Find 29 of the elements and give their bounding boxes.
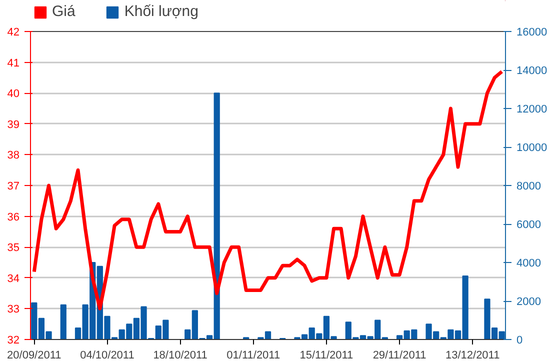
y2-tick-label: 16000 <box>516 26 548 38</box>
x-tick-label: 29/11/2011 <box>372 350 426 362</box>
y2-tick-label: 2000 <box>516 296 541 308</box>
y-tick-label: 36 <box>7 211 20 224</box>
y-tick-label: 40 <box>7 88 20 100</box>
y-tick-label: 33 <box>7 304 20 316</box>
y2-tick-label: 8000 <box>516 180 541 192</box>
y2-tick-label: 6000 <box>516 219 541 231</box>
x-tick-label: 15/11/2011 <box>300 350 354 362</box>
y-tick-label: 32 <box>7 334 20 346</box>
y-tick-label: 37 <box>7 180 20 192</box>
x-tick-label: 13/12/2011 <box>445 350 500 362</box>
y2-tick-label: 0 <box>516 334 523 346</box>
legend-label: Khối lượng <box>124 3 198 20</box>
x-tick-label: 01/11/2011 <box>226 350 280 362</box>
y-tick-label: 41 <box>7 57 20 70</box>
y-tick-label: 38 <box>7 150 20 162</box>
legend-label: Giá <box>52 3 76 20</box>
x-tick-label: 18/10/2011 <box>153 350 208 362</box>
x-tick-label: 20/09/2011 <box>7 350 62 362</box>
y2-tick-label: 12000 <box>516 104 548 116</box>
y-tick-label: 35 <box>7 242 20 254</box>
y-tick-label: 39 <box>7 118 20 131</box>
y2-tick-label: 4000 <box>516 258 541 270</box>
y-tick-label: 42 <box>7 26 20 38</box>
y2-tick-label: 10000 <box>516 142 548 154</box>
x-tick-label: 04/10/2011 <box>80 350 134 362</box>
y-tick-label: 34 <box>7 272 20 285</box>
y2-tick-label: 14000 <box>516 65 548 77</box>
